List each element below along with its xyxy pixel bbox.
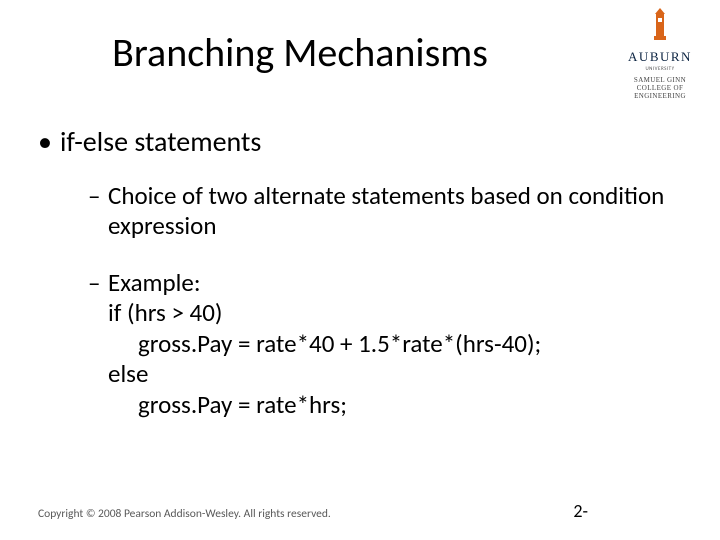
copyright-text: Copyright © 2008 Pearson Addison-Wesley.…: [38, 507, 573, 521]
bullet-dash-icon: –: [88, 181, 108, 242]
slide-title: Branching Mechanisms: [0, 28, 600, 77]
logo-line2: SAMUEL GINN: [634, 76, 686, 84]
logo-university-text: AUBURN: [610, 49, 710, 65]
bullet-dot-icon: •: [38, 125, 60, 159]
logo-subtext-1: UNIVERSITY: [610, 66, 710, 72]
bullet-main-text: if-else statements: [60, 124, 261, 159]
example-block: Example: if (hrs > 40) gross.Pay = rate*…: [108, 268, 678, 421]
code-line-2: gross.Pay = rate*40 + 1.5*rate*(hrs-40);: [108, 328, 541, 359]
sub-bullet-2-example: – Example: if (hrs > 40) gross.Pay = rat…: [88, 268, 678, 421]
logo-subtext-2: SAMUEL GINN COLLEGE OF ENGINEERING: [610, 76, 710, 100]
example-label: Example:: [108, 267, 201, 298]
code-line-3: else: [108, 358, 148, 389]
sub-bullet-1: – Choice of two alternate statements bas…: [88, 181, 678, 242]
slide-footer: Copyright © 2008 Pearson Addison-Wesley.…: [38, 500, 678, 522]
tower-icon: [649, 8, 671, 47]
sub-bullet-1-text: Choice of two alternate statements based…: [108, 181, 678, 242]
bullet-level-1: •if-else statements: [38, 125, 678, 159]
slide-content: •if-else statements – Choice of two alte…: [38, 125, 678, 446]
page-number: 2-: [573, 500, 678, 522]
university-logo: AUBURN UNIVERSITY SAMUEL GINN COLLEGE OF…: [610, 8, 710, 100]
bullet-dash-icon: –: [88, 268, 108, 421]
logo-line3: COLLEGE OF ENGINEERING: [634, 84, 686, 100]
code-line-4: gross.Pay = rate*hrs;: [108, 389, 347, 420]
slide: AUBURN UNIVERSITY SAMUEL GINN COLLEGE OF…: [0, 0, 720, 540]
code-line-1: if (hrs > 40): [108, 297, 222, 328]
